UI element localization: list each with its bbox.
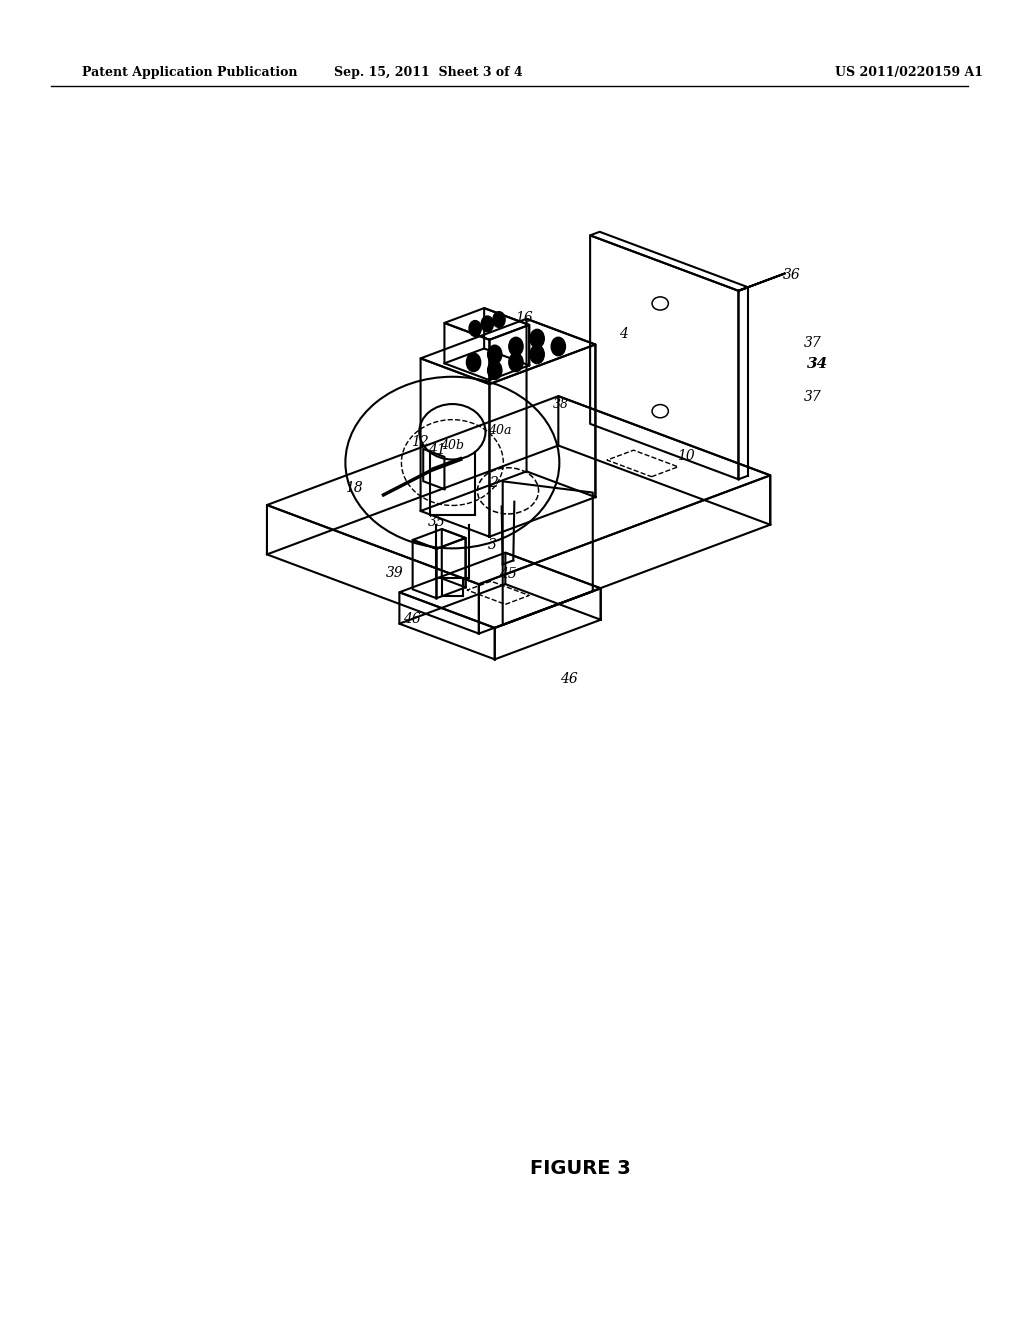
Circle shape [487, 345, 502, 363]
Text: US 2011/0220159 A1: US 2011/0220159 A1 [836, 66, 983, 79]
Text: 41: 41 [428, 444, 445, 457]
Circle shape [493, 312, 505, 327]
Text: 34: 34 [807, 356, 828, 371]
Text: 10: 10 [677, 449, 695, 463]
Text: 4: 4 [620, 327, 628, 341]
Circle shape [466, 352, 480, 372]
Text: 12: 12 [411, 436, 428, 449]
Text: 40a: 40a [488, 424, 512, 437]
Circle shape [481, 315, 494, 331]
Text: 40b: 40b [440, 440, 464, 451]
Text: 3: 3 [487, 537, 497, 552]
Text: 45: 45 [499, 568, 517, 581]
Text: 36: 36 [782, 268, 801, 281]
Text: 2: 2 [489, 475, 498, 490]
Circle shape [530, 345, 545, 363]
Text: Sep. 15, 2011  Sheet 3 of 4: Sep. 15, 2011 Sheet 3 of 4 [334, 66, 522, 79]
Text: FIGURE 3: FIGURE 3 [530, 1159, 631, 1177]
Circle shape [509, 352, 523, 372]
Circle shape [487, 360, 502, 380]
Text: 46: 46 [560, 672, 578, 686]
Text: Patent Application Publication: Patent Application Publication [82, 66, 297, 79]
Circle shape [551, 337, 565, 355]
Text: 37: 37 [804, 335, 822, 350]
Circle shape [509, 337, 523, 355]
Text: 35: 35 [428, 515, 445, 529]
Circle shape [469, 321, 481, 337]
Circle shape [530, 329, 545, 347]
Text: 18: 18 [345, 482, 364, 495]
Text: 46: 46 [403, 611, 421, 626]
Text: 39: 39 [386, 566, 403, 579]
Text: 16: 16 [515, 310, 532, 325]
Text: 38: 38 [553, 397, 569, 411]
Text: 37: 37 [804, 389, 822, 404]
